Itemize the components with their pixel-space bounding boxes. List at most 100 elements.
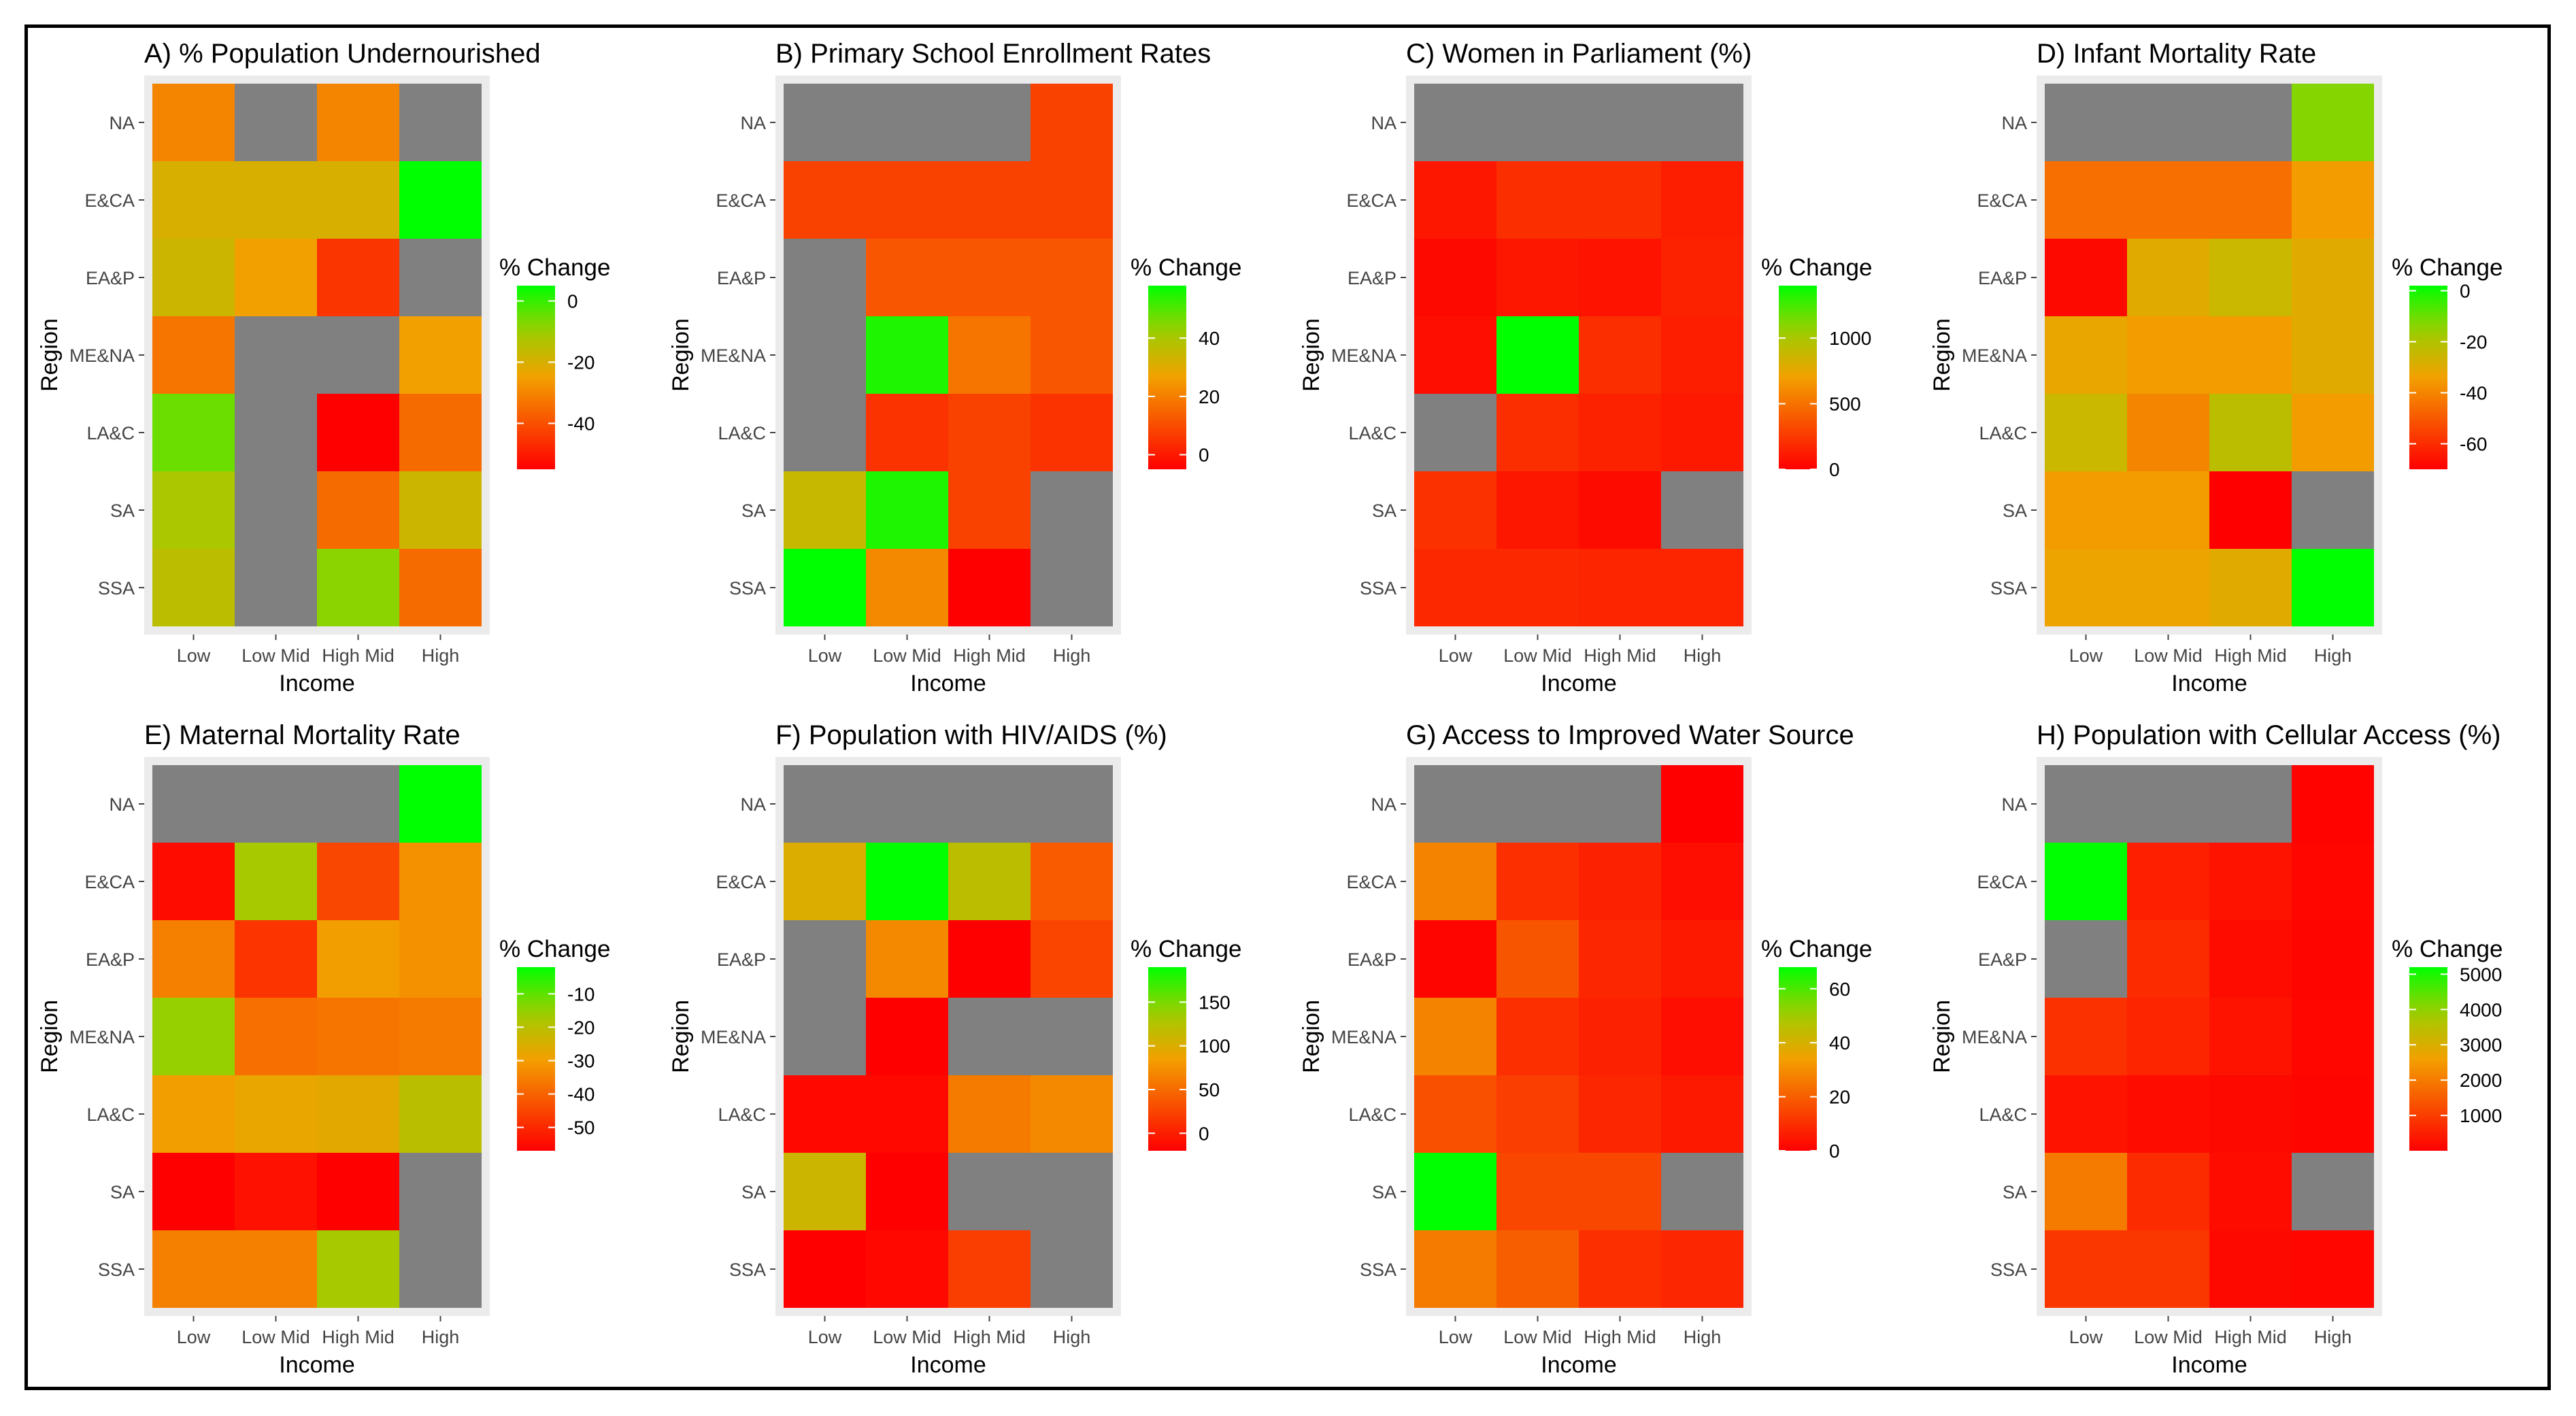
x-axis-title: Income: [2171, 1352, 2247, 1378]
heatmap-cell: [1496, 1075, 1579, 1153]
heatmap-cell: [866, 998, 948, 1075]
heatmap-cell: [866, 843, 948, 920]
heatmap-cell: [2292, 843, 2374, 920]
y-tick-label: EA&P: [86, 949, 135, 970]
heatmap-panel: C) Women in Parliament (%) NA E&CA EA&P ME&N…: [1299, 39, 1872, 696]
heatmap-cell: [152, 316, 235, 394]
heatmap-cell: [866, 471, 948, 549]
heatmap-cell: [1496, 843, 1579, 920]
heatmap-cell: [399, 843, 482, 920]
heatmap-cell: [2209, 84, 2292, 161]
heatmap-cell: [152, 765, 235, 843]
heatmap-cell: [1031, 998, 1113, 1075]
heatmap-cell: [2292, 394, 2374, 471]
heatmap-cell: [399, 239, 482, 316]
y-tick-label: ME&NA: [69, 1027, 135, 1047]
heatmap-cell: [1579, 84, 1661, 161]
colorbar: [1148, 286, 1186, 469]
heatmap-cell: [866, 549, 948, 626]
colorbar-tick-label: -40: [2460, 383, 2487, 404]
heatmap-panel: A) % Population Undernourished NA E&CA EA&P…: [37, 39, 610, 696]
legend-title: % Change: [1761, 254, 1872, 281]
heatmap-cell: [1579, 765, 1661, 843]
colorbar-tick-label: -30: [567, 1050, 595, 1071]
heatmap-cell: [2045, 1153, 2127, 1230]
x-tick-label: High Mid: [953, 1327, 1026, 1347]
heatmap-cell: [1579, 1230, 1661, 1308]
heatmap-cell: [152, 998, 235, 1075]
heatmap-cell: [2045, 920, 2127, 998]
y-tick-label: ME&NA: [1962, 1027, 2027, 1047]
heatmap-cell: [1661, 471, 1743, 549]
heatmap-cell: [1661, 1153, 1743, 1230]
heatmap-cell: [866, 1075, 948, 1153]
heatmap-cell: [1031, 765, 1113, 843]
heatmap-cell: [317, 239, 399, 316]
heatmap-cell: [152, 394, 235, 471]
heatmap-cell: [948, 1075, 1031, 1153]
heatmap-cell: [784, 394, 866, 471]
heatmap-cell: [2292, 920, 2374, 998]
heatmap-cell: [866, 1230, 948, 1308]
colorbar-tick-label: 0: [567, 291, 578, 312]
heatmap-cell: [2127, 549, 2209, 626]
y-axis-title: Region: [668, 318, 694, 392]
colorbar-tick-label: -60: [2460, 434, 2487, 455]
y-axis-title: Region: [1929, 1000, 1955, 1073]
panel-title: F) Population with HIV/AIDS (%): [775, 720, 1167, 750]
heatmap-cell: [1661, 998, 1743, 1075]
y-tick-label: LA&C: [1979, 423, 2027, 443]
heatmap-cell: [317, 161, 399, 239]
heatmap-cell: [2209, 1230, 2292, 1308]
heatmap-cell: [784, 843, 866, 920]
x-tick-label: Low Mid: [241, 1327, 310, 1347]
panel-title: E) Maternal Mortality Rate: [144, 720, 461, 750]
heatmap-cell: [2209, 394, 2292, 471]
heatmap-panel: H) Population with Cellular Access (%) NA…: [1929, 720, 2503, 1378]
y-axis-title: Region: [37, 1000, 63, 1073]
y-tick-label: ME&NA: [1331, 1027, 1396, 1047]
heatmap-cell: [2292, 765, 2374, 843]
x-tick-label: Low Mid: [1503, 645, 1572, 666]
heatmap-cell: [235, 920, 317, 998]
heatmap-cell: [2292, 84, 2374, 161]
heatmap-cell: [866, 84, 948, 161]
y-tick-label: NA: [2001, 794, 2027, 815]
heatmap-cell: [1579, 394, 1661, 471]
y-tick-label: LA&C: [86, 1105, 135, 1125]
y-tick-label: ME&NA: [701, 1027, 766, 1047]
heatmap-cell: [948, 84, 1031, 161]
heatmap-cell: [2045, 765, 2127, 843]
colorbar: [1779, 967, 1817, 1151]
heatmap-cell: [317, 920, 399, 998]
heatmap-cell: [317, 1075, 399, 1153]
x-axis-title: Income: [910, 1352, 986, 1378]
x-tick-label: High Mid: [2214, 645, 2287, 666]
heatmap-cell: [317, 765, 399, 843]
colorbar-tick-label: 20: [1829, 1087, 1850, 1108]
x-tick-label: Low: [2069, 1327, 2103, 1347]
heatmap-cell: [2209, 1153, 2292, 1230]
y-tick-label: LA&C: [86, 423, 135, 443]
y-tick-label: NA: [109, 794, 135, 815]
heatmap-cell: [784, 471, 866, 549]
heatmap-cell: [2209, 471, 2292, 549]
colorbar-tick-label: 2000: [2460, 1070, 2502, 1091]
heatmap-cell: [2127, 920, 2209, 998]
heatmap-cell: [2045, 84, 2127, 161]
heatmap-cell: [235, 316, 317, 394]
heatmap-cell: [1496, 316, 1579, 394]
heatmap-cell: [1031, 239, 1113, 316]
heatmap-cell: [784, 84, 866, 161]
x-tick-label: Low Mid: [241, 645, 310, 666]
colorbar-tick-label: 100: [1199, 1036, 1231, 1057]
heatmap-cell: [1661, 843, 1743, 920]
legend-title: % Change: [499, 254, 610, 281]
colorbar: [517, 967, 555, 1151]
x-axis-title: Income: [279, 671, 355, 696]
x-tick-label: High: [1684, 1327, 1722, 1347]
y-tick-label: SA: [110, 501, 135, 521]
heatmap-cell: [2209, 1075, 2292, 1153]
